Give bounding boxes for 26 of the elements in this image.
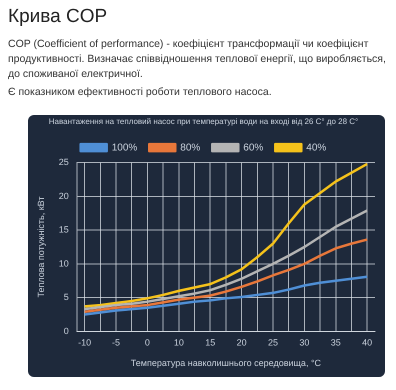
x-axis-title: Температура навколишнього середовища, °C (130, 358, 322, 368)
y-tick-label: 15 (58, 224, 69, 235)
x-tick-label: -10 (78, 337, 92, 348)
legend-label: 60% (243, 142, 264, 154)
x-tick-label: 20 (236, 337, 247, 348)
y-tick-label: 25 (58, 157, 69, 168)
x-tick-label: -5 (112, 337, 120, 348)
text: Є показником ефективності роботи теплового насоса. (8, 85, 273, 100)
legend-label: 80% (180, 142, 200, 154)
chart-subtitle: Навантаження на тепловий насос при температурі води на вході від 26 C° до 28 C° (48, 117, 358, 126)
legend-label: 40% (306, 142, 326, 154)
y-tick-label: 0 (64, 326, 69, 336)
x-tick-label: 10 (174, 337, 184, 348)
x-tick-label: 0 (144, 337, 150, 348)
x-tick-label: 25 (268, 337, 278, 348)
x-tick-label: 15 (205, 337, 216, 348)
x-tick-label: 40 (362, 337, 372, 348)
y-axis-title: Теплова потужність, кВт (36, 196, 46, 298)
chart-title: Крива COP (8, 6, 108, 28)
y-tick-label: 20 (58, 190, 69, 201)
y-tick-label: 10 (58, 258, 69, 268)
x-tick-label: 30 (299, 337, 310, 348)
legend-label: 100% (112, 142, 138, 154)
y-tick-label: 5 (64, 292, 69, 302)
x-tick-label: 35 (330, 337, 341, 348)
text: COP (Coefficient of performance) - коефіцієнт трансформації чи коефіцієнт продуктивності. Визначає співвідношення теплової енергії, що виробляється, до споживаної електричної. (8, 37, 387, 82)
